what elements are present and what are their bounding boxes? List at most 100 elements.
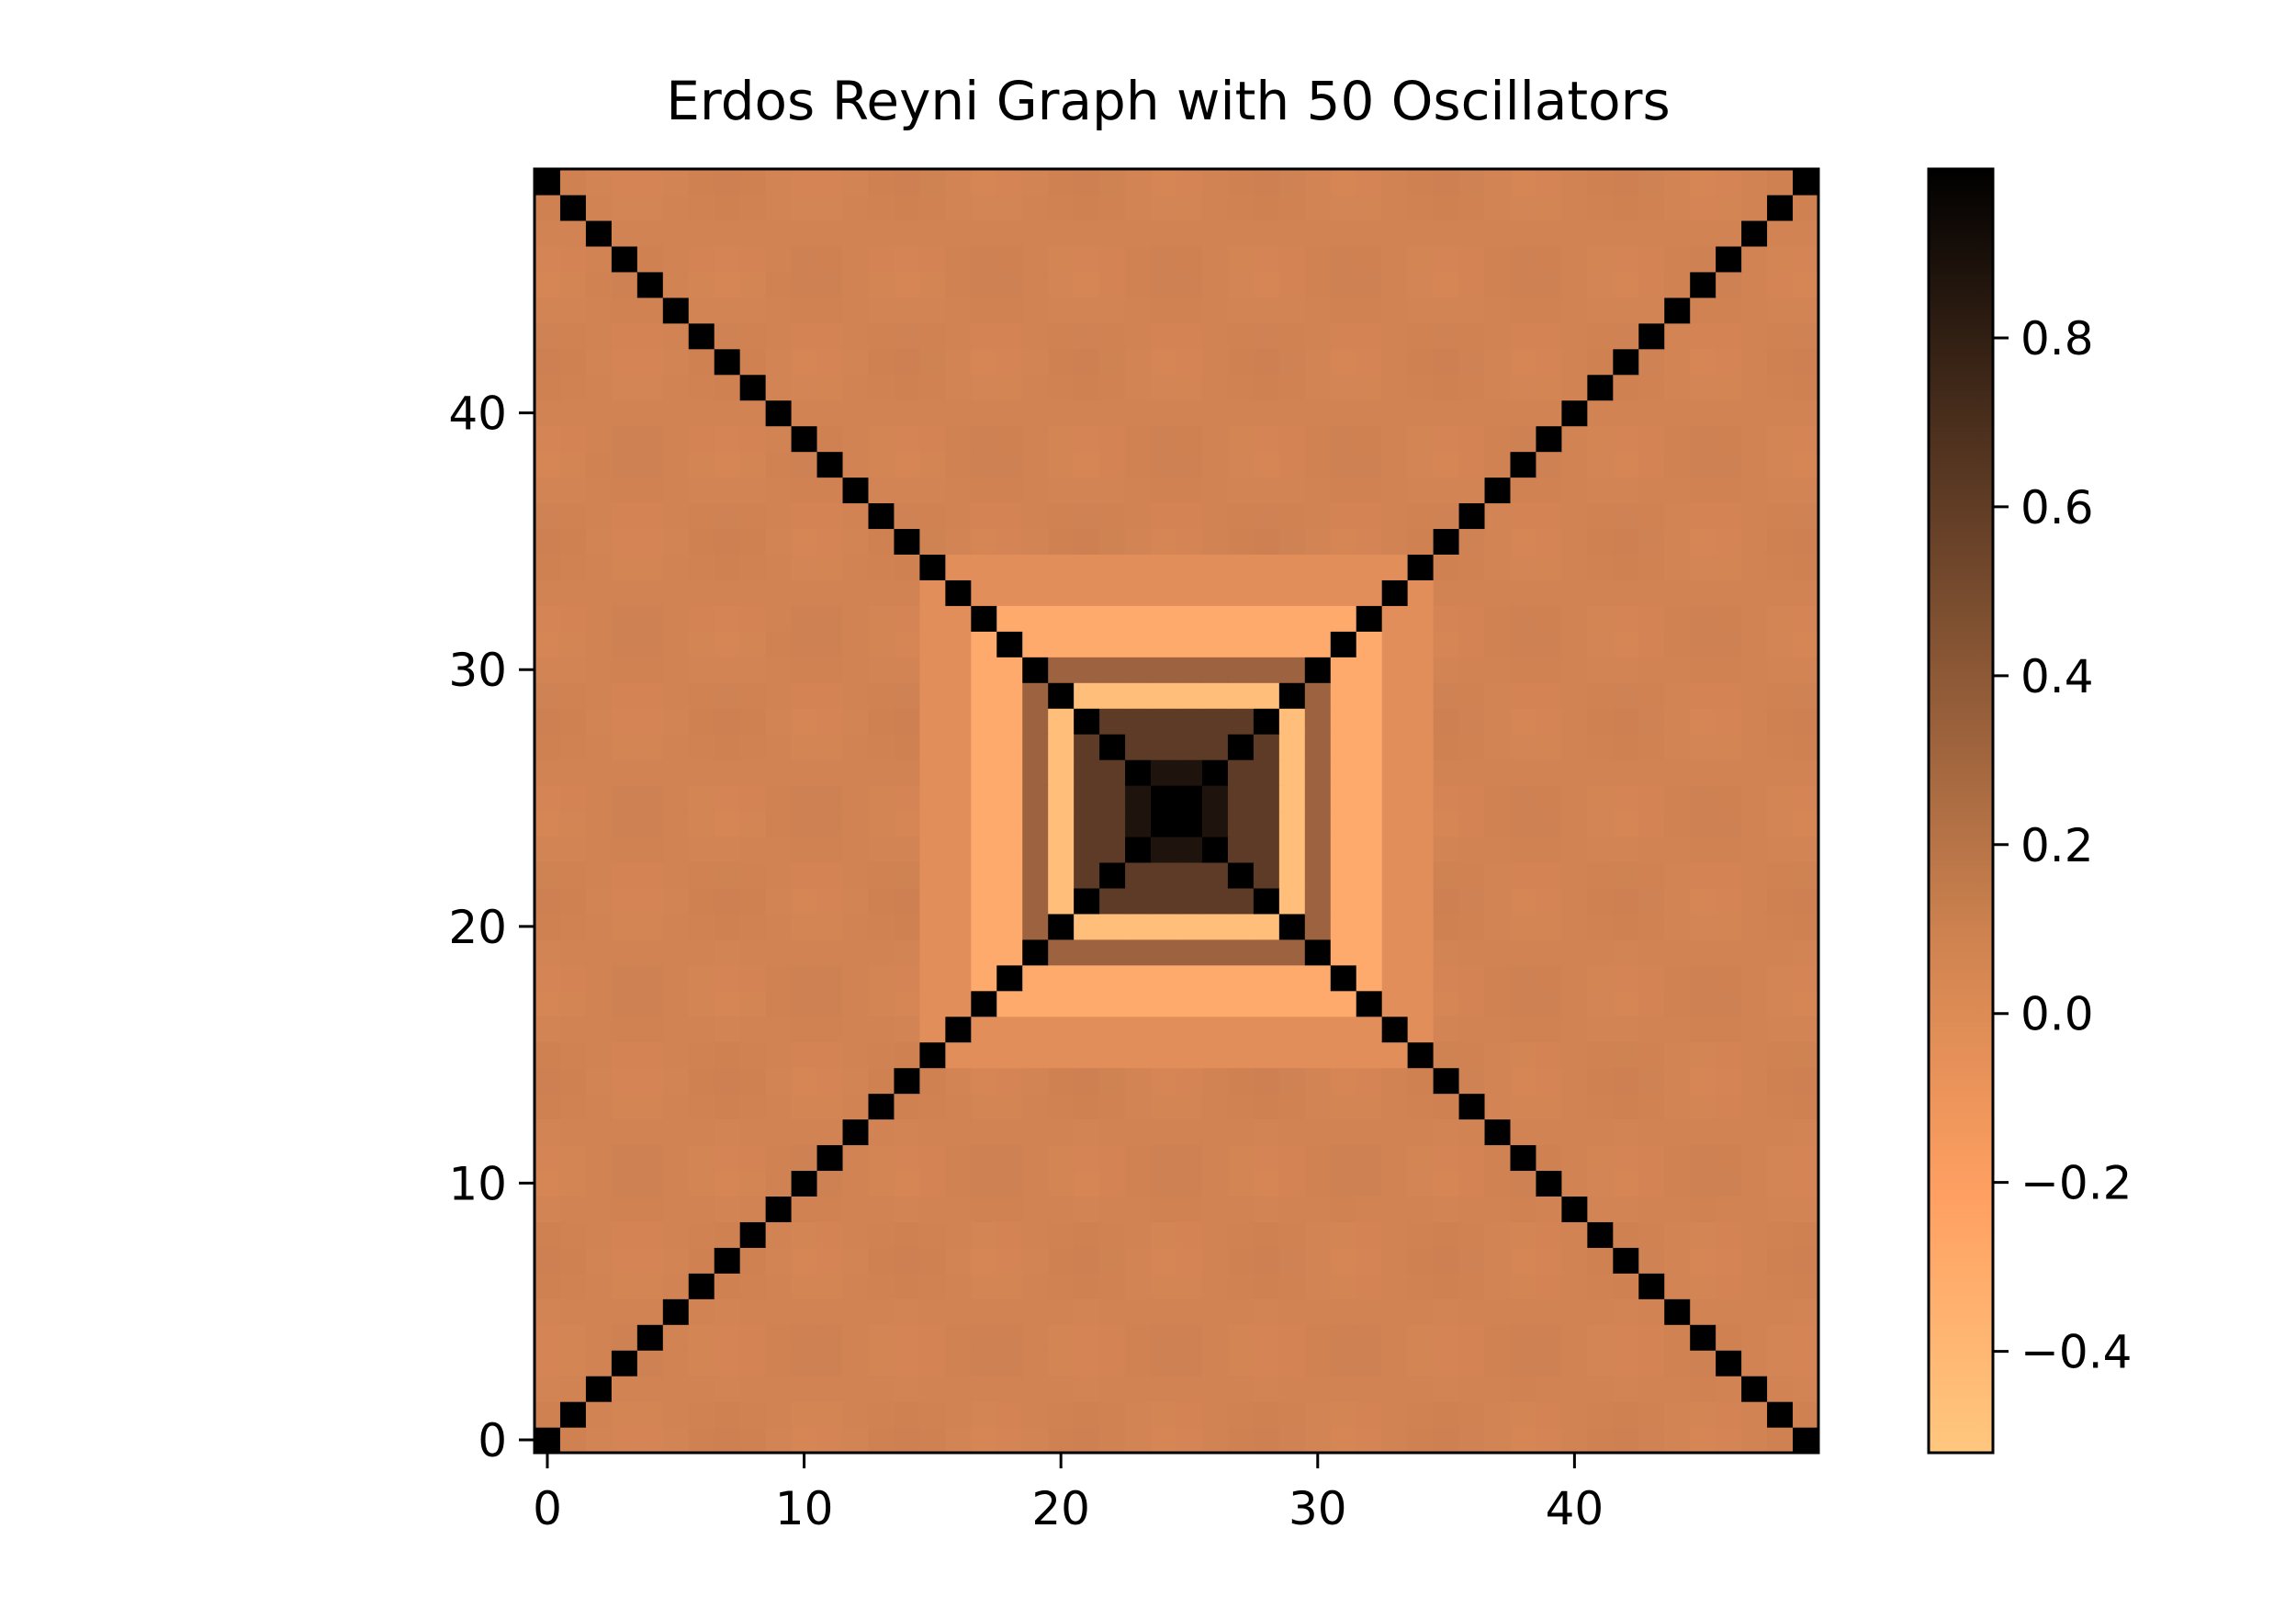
- heatmap-cell: [1510, 194, 1537, 221]
- heatmap-cell: [919, 1376, 946, 1402]
- heatmap-cell: [535, 194, 561, 221]
- heatmap-cell: [1484, 887, 1512, 915]
- heatmap-cell: [1201, 811, 1229, 837]
- heatmap-cell: [1433, 811, 1460, 837]
- heatmap-cell: [1099, 938, 1126, 966]
- heatmap-cell: [996, 1041, 1023, 1069]
- heatmap-cell: [945, 1298, 972, 1325]
- heatmap-cell: [1561, 579, 1588, 606]
- heatmap-cell: [996, 682, 1023, 709]
- heatmap-cell: [1125, 194, 1152, 221]
- heatmap-cell: [535, 990, 561, 1017]
- heatmap-cell: [1793, 605, 1819, 632]
- heatmap-cell: [1536, 657, 1562, 683]
- heatmap-cell: [1613, 528, 1639, 555]
- heatmap-cell: [894, 759, 920, 786]
- heatmap-cell: [996, 938, 1023, 966]
- heatmap-cell: [662, 219, 690, 247]
- heatmap-cell: [1201, 605, 1229, 632]
- heatmap-cell: [1587, 502, 1614, 530]
- heatmap-cell: [1176, 1144, 1203, 1172]
- heatmap-cell: [535, 861, 561, 889]
- heatmap-cell: [1022, 1401, 1049, 1428]
- heatmap-cell: [1664, 528, 1691, 555]
- heatmap-cell: [714, 502, 741, 530]
- heatmap-cell: [1022, 1144, 1049, 1172]
- heatmap-cell: [1690, 759, 1716, 786]
- heatmap-cell: [868, 1067, 895, 1095]
- heatmap-cell: [1022, 219, 1049, 247]
- heatmap-cell: [816, 451, 844, 478]
- heatmap-cell: [1536, 1324, 1562, 1351]
- heatmap-cell: [1613, 964, 1639, 992]
- heatmap-cell: [1151, 811, 1177, 837]
- heatmap-cell: [636, 245, 664, 273]
- heatmap-cell: [868, 861, 895, 889]
- heatmap-cell: [1151, 861, 1177, 889]
- heatmap-cell: [1690, 811, 1716, 837]
- heatmap-cell: [1484, 682, 1512, 709]
- heatmap-cell: [1330, 708, 1357, 735]
- heatmap-cell: [1125, 1221, 1152, 1248]
- heatmap-cell: [996, 1067, 1023, 1095]
- heatmap-cell: [1330, 451, 1357, 478]
- heatmap-cell: [971, 1118, 997, 1146]
- heatmap-cell: [971, 964, 997, 992]
- heatmap-cell: [714, 1041, 741, 1069]
- heatmap-cell: [1176, 964, 1203, 992]
- heatmap-cell: [1227, 1350, 1255, 1377]
- heatmap-cell: [1536, 169, 1562, 196]
- heatmap-cell: [714, 964, 741, 992]
- heatmap-cell: [1510, 477, 1537, 504]
- heatmap-cell: [868, 322, 895, 350]
- heatmap-cell: [1793, 322, 1819, 350]
- heatmap-cell: [1278, 477, 1306, 504]
- heatmap-cell: [1536, 1247, 1562, 1274]
- heatmap-cell: [1099, 194, 1126, 221]
- heatmap-cell: [1022, 811, 1049, 837]
- heatmap-cell: [1022, 913, 1049, 940]
- heatmap-cell: [1510, 990, 1537, 1017]
- heatmap-cell: [1304, 169, 1332, 196]
- heatmap-cell: [1716, 734, 1742, 760]
- heatmap-cell: [1356, 1427, 1383, 1454]
- heatmap-cell: [1536, 938, 1562, 966]
- heatmap-cell: [1278, 861, 1306, 889]
- heatmap-cell: [1741, 1273, 1768, 1299]
- heatmap-cell: [585, 913, 613, 940]
- heatmap-cell: [1022, 1376, 1049, 1402]
- heatmap-cell: [1048, 785, 1075, 812]
- heatmap-cell: [535, 785, 561, 812]
- heatmap-cell: [1767, 477, 1794, 504]
- heatmap-cell: [842, 1324, 870, 1351]
- heatmap-cell: [636, 682, 664, 709]
- heatmap-cell: [636, 811, 664, 837]
- heatmap-cell: [714, 708, 741, 735]
- heatmap-cell: [894, 631, 920, 657]
- heatmap-cell: [996, 1016, 1023, 1043]
- heatmap-cell: [1381, 1144, 1409, 1172]
- heatmap-cell: [1664, 374, 1691, 401]
- heatmap-cell: [1793, 1376, 1819, 1402]
- heatmap-cell: [816, 374, 844, 401]
- heatmap-cell: [1048, 759, 1075, 786]
- heatmap-cell: [1176, 759, 1203, 786]
- heatmap-cell: [1356, 1093, 1383, 1120]
- heatmap-cell: [1201, 579, 1229, 606]
- heatmap-cell: [1278, 1324, 1306, 1351]
- heatmap-cell: [1356, 811, 1383, 837]
- heatmap-cell: [739, 1067, 767, 1095]
- heatmap-cell: [1201, 528, 1229, 555]
- heatmap-cell: [1227, 1170, 1255, 1197]
- heatmap-cell: [1227, 451, 1255, 478]
- heatmap-cell: [1690, 425, 1716, 453]
- heatmap-cell: [1561, 169, 1588, 196]
- heatmap-cell: [559, 219, 587, 247]
- heatmap-cell: [1125, 579, 1152, 606]
- heatmap-cell: [1253, 554, 1280, 580]
- heatmap-cell: [585, 528, 613, 555]
- heatmap-cell: [1510, 374, 1537, 401]
- heatmap-cell: [919, 297, 946, 324]
- heatmap-cell: [1638, 169, 1665, 196]
- heatmap-cell: [1458, 451, 1486, 478]
